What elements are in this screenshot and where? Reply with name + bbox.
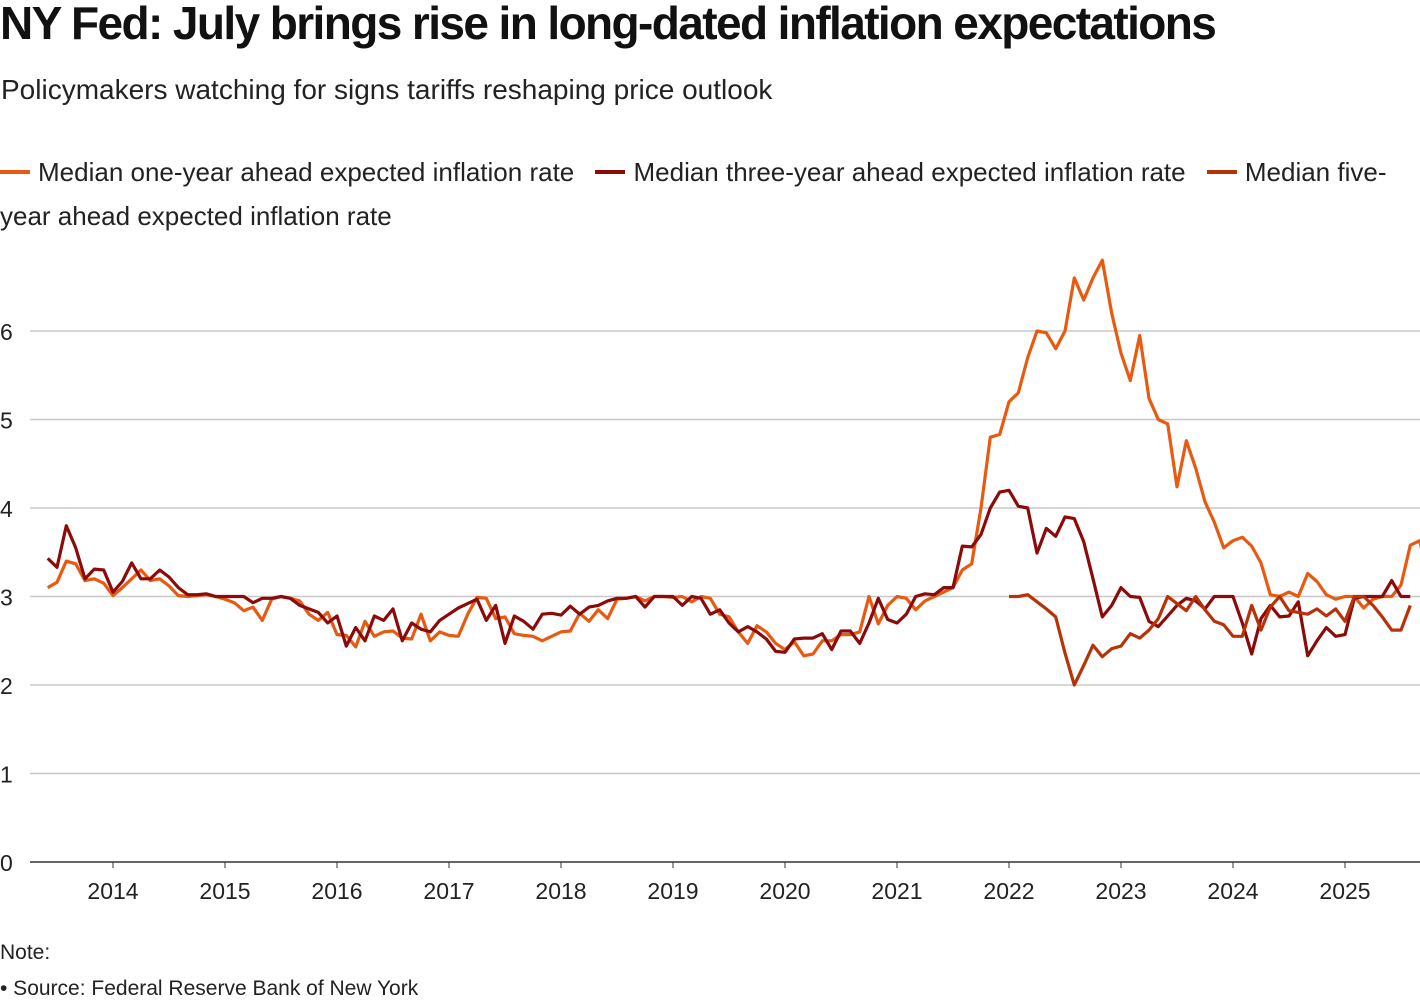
y-tick-label: 0 bbox=[0, 850, 13, 876]
x-tick-label: 2024 bbox=[1207, 878, 1258, 904]
x-tick-label: 2022 bbox=[983, 878, 1034, 904]
legend-item-five-year: Median five-year ahead expected inflatio… bbox=[0, 157, 1386, 231]
x-tick-label: 2021 bbox=[871, 878, 922, 904]
series-line-five-year bbox=[1009, 593, 1412, 687]
x-tick-label: 2025 bbox=[1319, 878, 1370, 904]
source-note: • Source: Federal Reserve Bank of New Yo… bbox=[0, 977, 419, 1000]
y-tick-label: 6 bbox=[0, 319, 13, 345]
y-tick-label: 1 bbox=[0, 762, 13, 788]
x-tick-label: 2016 bbox=[311, 878, 362, 904]
x-tick-label: 2015 bbox=[199, 878, 250, 904]
y-tick-label: 4 bbox=[0, 496, 13, 522]
x-tick-label: 2014 bbox=[87, 878, 138, 904]
legend-item-three-year: Median three-year ahead expected inflati… bbox=[595, 157, 1186, 187]
legend-label: Median five-year ahead expected inflatio… bbox=[0, 157, 1387, 231]
note: Note: bbox=[0, 941, 51, 964]
legend-label: Median three-year ahead expected inflati… bbox=[633, 157, 1186, 187]
y-tick-label: 3 bbox=[0, 585, 13, 611]
chart-title: NY Fed: July brings rise in long-dated i… bbox=[0, 0, 1217, 49]
series-line-three-year bbox=[46, 488, 1411, 658]
y-tick-label: 5 bbox=[0, 408, 13, 434]
x-tick-label: 2020 bbox=[759, 878, 810, 904]
legend-item-one-year: Median one-year ahead expected inflation… bbox=[0, 157, 574, 187]
legend-swatch-three-year bbox=[595, 170, 626, 175]
line-chart: 0 1 2 3 4 5 6 2014 2015 2016 2017 2018 2019 2020 2021 2… bbox=[0, 258, 1420, 904]
x-tick-label: 2019 bbox=[647, 878, 698, 904]
legend-swatch-one-year bbox=[0, 170, 30, 175]
x-tick-label: 2023 bbox=[1095, 878, 1146, 904]
x-tick-label: 2018 bbox=[535, 878, 586, 904]
chart-subtitle: Policymakers watching for signs tariffs … bbox=[1, 74, 773, 105]
legend-swatch-five-year bbox=[1206, 170, 1237, 175]
legend-label: Median one-year ahead expected inflation… bbox=[38, 157, 575, 187]
legend: Median one-year ahead expected inflation… bbox=[0, 150, 1420, 238]
x-tick-label: 2017 bbox=[423, 878, 474, 904]
y-tick-label: 2 bbox=[0, 673, 13, 699]
